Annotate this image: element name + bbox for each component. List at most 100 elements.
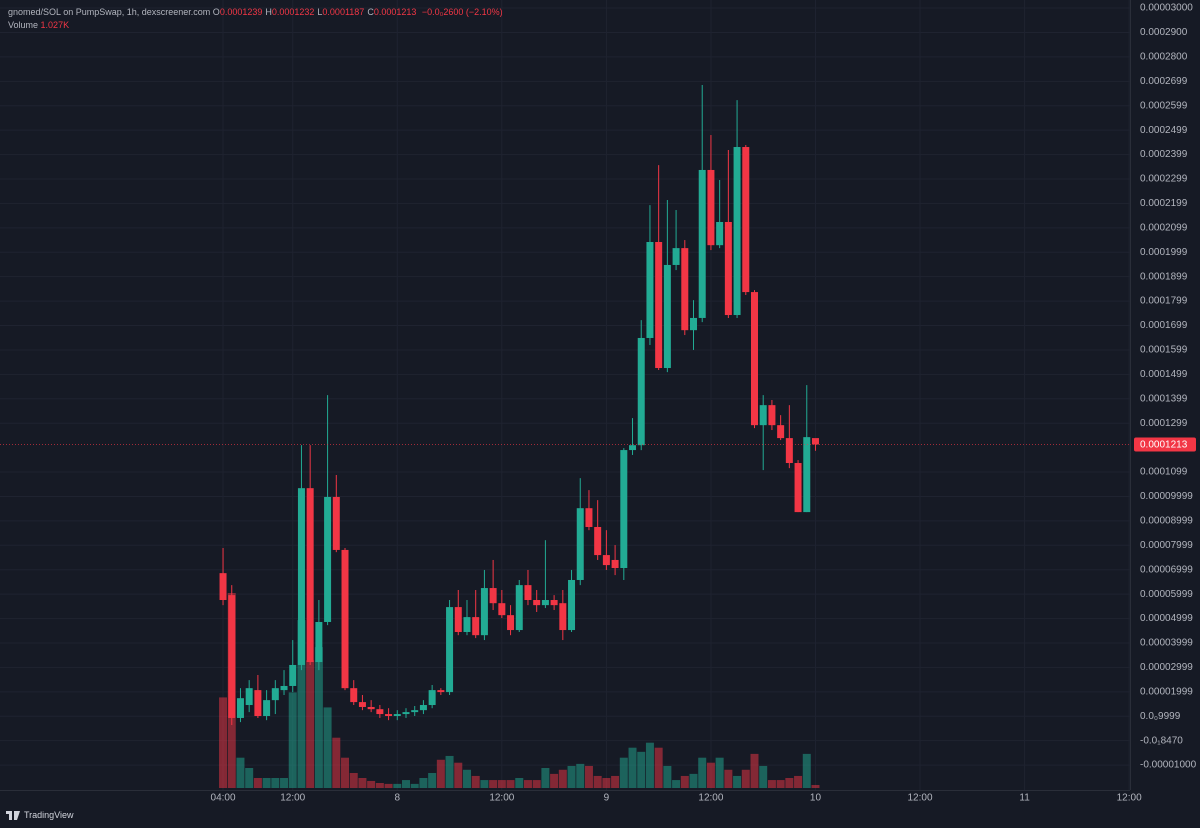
candle-body xyxy=(611,559,619,569)
candle-body xyxy=(515,585,523,631)
volume-bar xyxy=(236,757,245,788)
legend: gnomed/SOL on PumpSwap, 1h, dexscreener.… xyxy=(8,6,503,32)
y-tick-label: 0.00007999 xyxy=(1140,540,1193,551)
volume-bar xyxy=(576,763,585,788)
candle-body xyxy=(655,242,663,369)
volume-bar xyxy=(471,775,480,788)
brand: TradingView xyxy=(24,810,74,820)
y-tick-label: 0.0002099 xyxy=(1140,222,1188,233)
volume-bar xyxy=(375,783,384,788)
volume-bar xyxy=(733,775,742,788)
volume-bar xyxy=(637,751,646,788)
y-tick-label: 0.0002399 xyxy=(1140,149,1188,160)
candle-body xyxy=(350,688,358,703)
volume-bar xyxy=(436,759,445,788)
volume-bar xyxy=(767,780,776,788)
volume-bar xyxy=(558,769,567,788)
candle-body xyxy=(393,714,401,717)
volume-bar xyxy=(410,783,419,788)
y-tick-label: 0.0001999 xyxy=(1140,247,1188,258)
volume-bar xyxy=(393,783,402,788)
volume-bar xyxy=(811,784,820,788)
candle-body xyxy=(716,221,724,246)
candle-body xyxy=(437,690,445,693)
volume-bar xyxy=(680,775,689,788)
candle-body xyxy=(629,445,637,451)
volume-bar xyxy=(794,775,803,788)
footer: TradingView xyxy=(6,810,74,820)
volume-bar xyxy=(515,778,524,788)
y-tick-label: 0.0001599 xyxy=(1140,345,1188,356)
y-tick-label: -0.00001000 xyxy=(1140,760,1197,771)
x-tick-label: 9 xyxy=(604,793,610,804)
candle-body xyxy=(794,463,802,513)
volume-bar xyxy=(262,778,271,788)
volume-bar xyxy=(532,780,541,788)
candle-body xyxy=(280,685,288,691)
volume-value: 1.027K xyxy=(40,20,70,30)
y-tick-label: 0.0001799 xyxy=(1140,296,1188,307)
ohlc-values: O0.0001239 H0.0001232 L0.0001187 C0.0001213 xyxy=(213,7,420,17)
candles xyxy=(0,84,1130,726)
candle-body xyxy=(785,438,793,464)
volume-bar xyxy=(497,780,506,788)
volume-bar xyxy=(358,778,367,788)
candle-body xyxy=(690,317,698,331)
volume-bar xyxy=(489,780,498,788)
x-tick-label: 8 xyxy=(395,793,401,804)
y-tick-label: 0.00003999 xyxy=(1140,638,1193,649)
volume-bar xyxy=(619,757,628,788)
candle-body xyxy=(742,147,750,293)
candle-body xyxy=(236,698,244,718)
y-tick-label: 0.0001699 xyxy=(1140,320,1188,331)
y-tick-label: 0.0001499 xyxy=(1140,369,1188,380)
y-tick-label: 0.0001399 xyxy=(1140,393,1188,404)
symbol: gnomed/SOL on PumpSwap, 1h, dexscreener.… xyxy=(8,7,211,17)
volume-bar xyxy=(297,620,306,788)
volume-bar xyxy=(593,775,602,788)
x-tick-label: 12:00 xyxy=(698,793,723,804)
candle-body xyxy=(419,705,427,711)
volume-bar xyxy=(428,773,437,788)
candle-body xyxy=(341,549,349,689)
x-tick-label: 11 xyxy=(1019,793,1030,804)
ohlc-key: C xyxy=(367,7,374,17)
volume-bar xyxy=(271,778,280,788)
volume-row: Volume 1.027K xyxy=(8,19,503,32)
candle-body xyxy=(724,221,732,316)
y-tick-label: 0.00003000 xyxy=(1140,3,1193,14)
ohlc-key: H xyxy=(265,7,272,17)
candle-body xyxy=(263,700,271,717)
x-tick-label: 12:00 xyxy=(280,793,305,804)
volume-bar xyxy=(672,780,681,788)
volume-bar xyxy=(698,757,707,788)
y-tick-label: 0.00008999 xyxy=(1140,516,1193,527)
y-tick-label: -0.0₁8470 xyxy=(1140,735,1183,746)
candle-body xyxy=(507,615,515,631)
volume-bar xyxy=(253,778,262,788)
volume-bar xyxy=(706,762,715,788)
volume-bar xyxy=(759,765,768,788)
candle-body xyxy=(750,292,758,426)
last-price-badge xyxy=(1134,437,1196,452)
candle-body xyxy=(402,712,410,715)
volume-bar xyxy=(785,778,794,788)
ohlc-value: 0.0001232 xyxy=(271,7,315,17)
volume-bar xyxy=(567,765,576,788)
candle-body xyxy=(568,579,576,631)
candle-body xyxy=(219,573,227,601)
last-price-label: 0.0001213 xyxy=(1140,440,1188,451)
volume-bar xyxy=(462,769,471,788)
x-tick-label: 12:00 xyxy=(489,793,514,804)
volume-bar xyxy=(523,780,532,788)
candle-body xyxy=(428,690,436,706)
y-tick-label: 0.0002499 xyxy=(1140,125,1188,136)
ohlc-key: L xyxy=(317,7,323,17)
volume-bar xyxy=(663,765,672,788)
candle-body xyxy=(271,688,279,701)
axes: 0.00003000 0.0002900 0.0002800 0.0002699 0.0… xyxy=(211,3,1197,804)
candle-body xyxy=(811,438,819,445)
